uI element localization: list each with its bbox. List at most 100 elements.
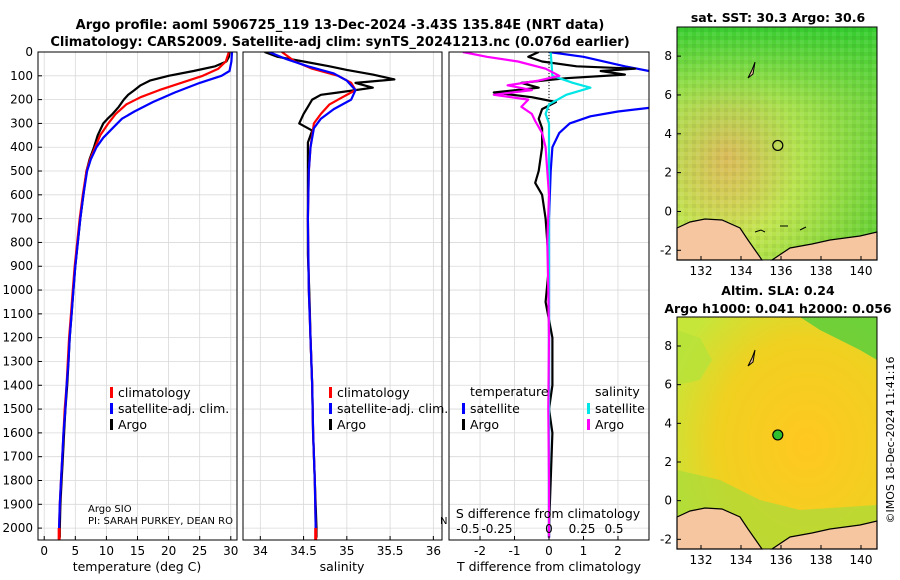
map-x-tick-label: 134	[730, 264, 753, 278]
legend-clim-label: climatology	[118, 385, 191, 400]
sla-map-subtitle: Argo h1000: 0.041 h2000: 0.056	[664, 301, 892, 316]
legend3-targo-swatch	[462, 419, 465, 430]
x-tick-label: 34	[253, 544, 268, 558]
legend3-tsat-label: satellite	[470, 401, 520, 416]
x-tick-label: 35	[339, 544, 354, 558]
credit-line2: PI: SARAH PURKEY, DEAN RO	[88, 516, 233, 527]
figure-title-line2: Climatology: CARS2009. Satellite-adj cli…	[50, 35, 629, 50]
series-line-argo	[264, 52, 396, 538]
x-tick-label: 0	[545, 544, 553, 558]
legend2-sat-swatch	[329, 403, 332, 414]
difference-lines	[462, 52, 649, 538]
y-tick-label: 100	[10, 69, 33, 83]
series-line-temperature-satellite	[548, 52, 649, 73]
sst-map-panel: sat. SST: 30.3 Argo: 30.6 132 134 136 138 14…	[660, 10, 878, 278]
legend-argo-label: Argo	[118, 417, 147, 432]
sla-green-northeast	[800, 317, 877, 360]
imos-timestamp: ©IMOS 18-Dec-2024 11:41:16	[884, 357, 897, 524]
sla-map-frame	[676, 316, 878, 550]
y-tick-label: 2000	[2, 521, 33, 535]
sla-map-axes: 132 134 136 138 140 -2 0 2 4 6 8	[660, 339, 872, 567]
temperature-panel: 0100200300400500600700800900100011001200…	[2, 45, 238, 574]
series-line-climatology	[281, 52, 357, 538]
map-x-tick-label: 138	[810, 553, 833, 567]
series-line-argo	[58, 52, 231, 538]
map-y-tick-label: 8	[664, 49, 672, 63]
credit-overflow: N	[440, 516, 447, 527]
sal-diff-tick-label: 0.5	[604, 522, 623, 536]
x-tick-label: 30	[223, 544, 238, 558]
figure-title-line1: Argo profile: aoml 5906725_119 13-Dec-20…	[76, 18, 605, 33]
sst-map-frame	[676, 26, 878, 261]
y-tick-label: 1800	[2, 473, 33, 487]
y-tick-label: 1900	[2, 497, 33, 511]
map-x-tick-label: 134	[730, 553, 753, 567]
map-y-tick-label: -2	[660, 532, 672, 546]
salinity-grid	[243, 51, 442, 540]
legend3-ssat-label: satellite	[595, 401, 645, 416]
map-x-tick-label: 138	[810, 264, 833, 278]
sst-islets	[754, 225, 807, 233]
x-tick-label: 25	[192, 544, 207, 558]
map-y-tick-label: 0	[664, 494, 672, 508]
temperature-xlabel: temperature (deg C)	[73, 559, 202, 574]
series-line-satellite-adj-clim-	[268, 52, 357, 538]
credit-line1: Argo SIO	[88, 504, 132, 515]
map-x-tick-label: 132	[690, 264, 713, 278]
x-tick-label: 34.5	[290, 544, 317, 558]
x-tick-label: 15	[130, 544, 145, 558]
depth-axis: 0 100 200 300 400 500 600 700 800 900 1000 1100 1200…	[2, 45, 42, 535]
map-y-tick-label: 8	[664, 339, 672, 353]
map-x-tick-label: 136	[770, 264, 793, 278]
legend2-clim-label: climatology	[337, 385, 410, 400]
salinity-lines	[264, 52, 396, 540]
sst-map-axes: 132 134 136 138 140 -2 0 2 4 6 8	[660, 49, 872, 278]
x-tick-label: 36	[426, 544, 441, 558]
series-line-satellite-adj-clim-	[58, 52, 234, 538]
sal-diff-tick-label: 0	[545, 522, 553, 536]
x-tick-label: -2	[474, 544, 486, 558]
legend-clim-swatch	[110, 387, 113, 398]
sla-green-west	[677, 330, 712, 385]
x-tick-label: 10	[99, 544, 114, 558]
y-tick-label: 1100	[2, 307, 33, 321]
sal-diff-tick-label: -0.5	[456, 522, 479, 536]
legend3-temp-header: temperature	[470, 384, 549, 399]
clim-end-marker	[57, 528, 61, 540]
y-tick-label: 600	[10, 188, 33, 202]
legend2-sat-label: satellite-adj. clim.	[337, 401, 448, 416]
y-tick-label: 0	[25, 45, 33, 59]
map-y-tick-label: 2	[664, 166, 672, 180]
map-x-tick-label: 140	[850, 553, 873, 567]
sst-argo-marker	[772, 139, 784, 152]
map-y-tick-label: 4	[664, 416, 672, 430]
legend2-clim-swatch	[329, 387, 332, 398]
sla-map-title: Altim. SLA: 0.24	[721, 283, 835, 298]
y-tick-label: 300	[10, 116, 33, 130]
legend3-tsat-swatch	[462, 403, 465, 414]
y-tick-label: 700	[10, 212, 33, 226]
x-tick-label: 0	[40, 544, 48, 558]
y-tick-label: 1300	[2, 354, 33, 368]
legend2-argo-swatch	[329, 419, 332, 430]
legend2-argo-label: Argo	[337, 417, 366, 432]
legend-sat-label: satellite-adj. clim.	[118, 401, 229, 416]
sst-map-title: sat. SST: 30.3 Argo: 30.6	[691, 10, 866, 25]
y-tick-label: 1000	[2, 283, 33, 297]
salinity-axes-frame	[242, 51, 443, 541]
salinity-xlabel: salinity	[320, 559, 365, 574]
salinity-legend: climatology satellite-adj. clim. Argo	[329, 385, 448, 432]
x-tick-label: 5	[71, 544, 79, 558]
map-x-tick-label: 136	[770, 553, 793, 567]
map-x-tick-label: 140	[850, 264, 873, 278]
map-y-tick-label: 0	[664, 204, 672, 218]
y-tick-label: 900	[10, 259, 33, 273]
x-tick-label: 35.5	[377, 544, 404, 558]
salinity-x-axis: 34 34.5 35 35.5 36	[253, 536, 441, 558]
temperature-legend: climatology satellite-adj. clim. Argo	[110, 385, 229, 432]
sla-map-panel: Altim. SLA: 0.24 Argo h1000: 0.041 h2000…	[660, 283, 892, 567]
map-y-tick-label: -2	[660, 243, 672, 257]
x-tick-label: 1	[580, 544, 588, 558]
y-tick-label: 400	[10, 140, 33, 154]
